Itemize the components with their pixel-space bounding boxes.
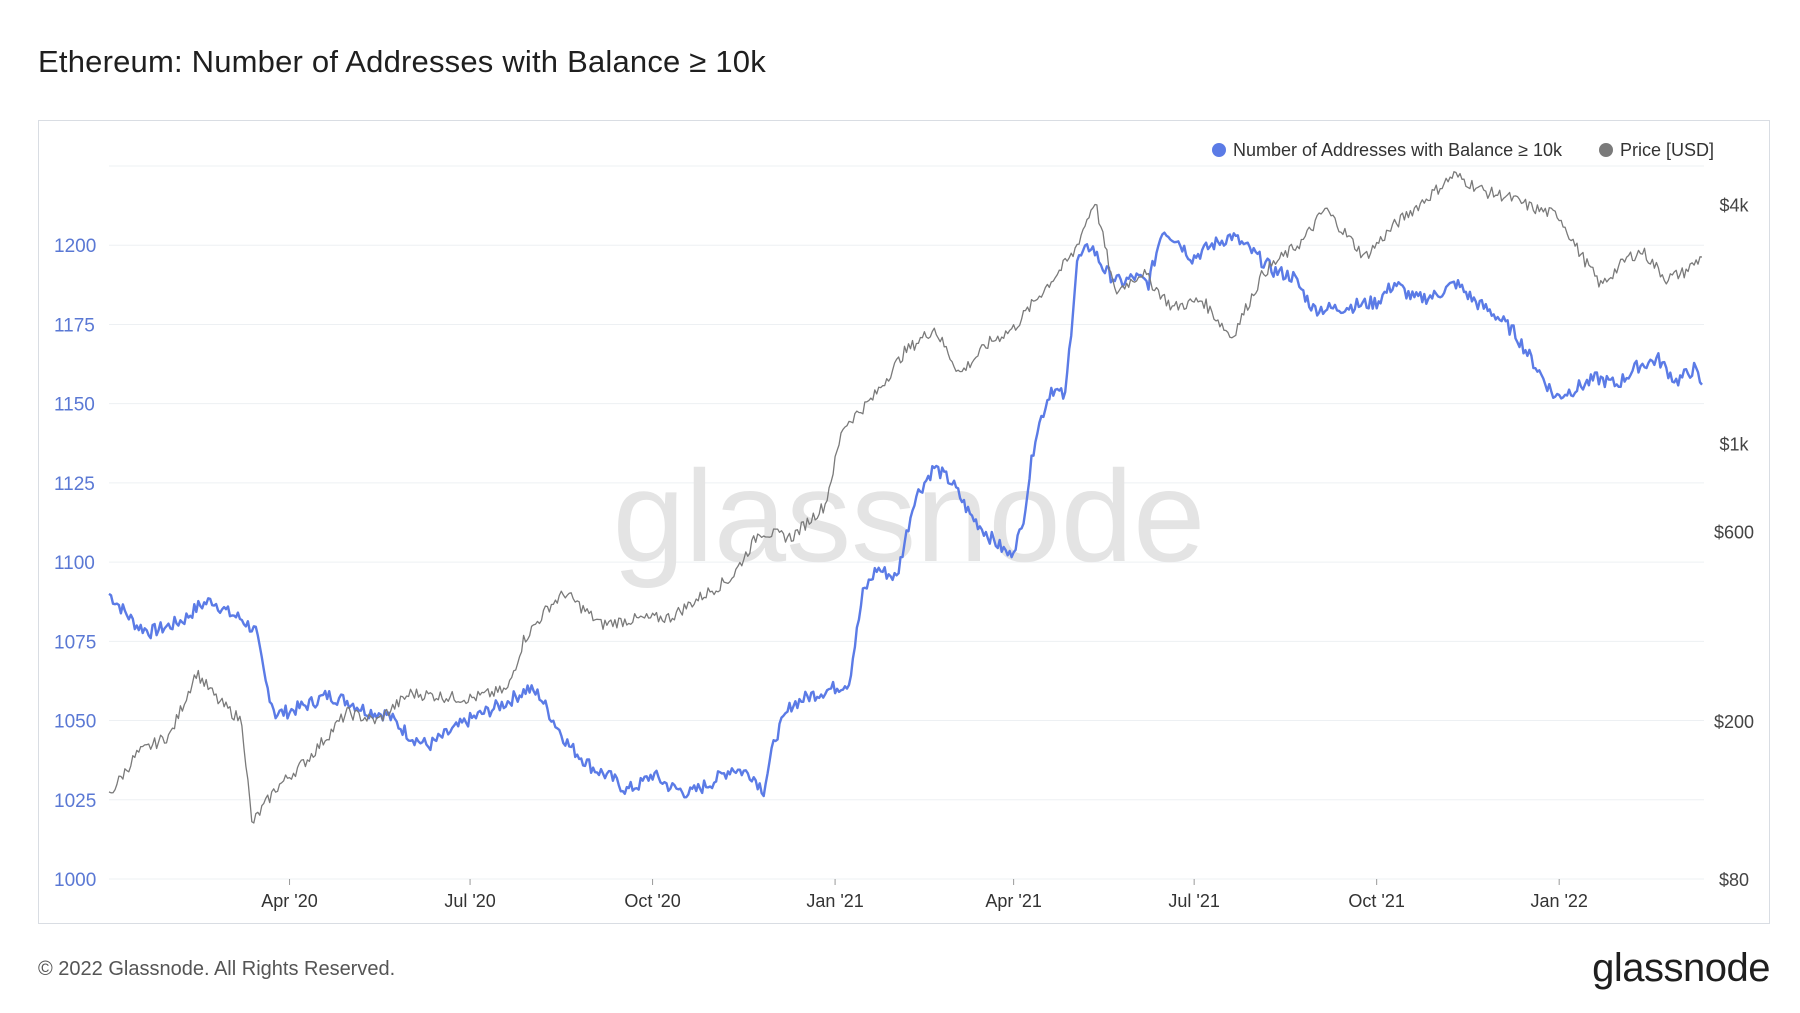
y-left-tick-label: 1050 xyxy=(54,712,96,733)
y-left-tick-label: 1150 xyxy=(54,395,95,416)
y-left-tick-label: 1175 xyxy=(54,315,95,336)
y-right-tick-label: $200 xyxy=(1714,712,1754,732)
y-left-tick-label: 1000 xyxy=(54,870,96,891)
x-tick-label: Apr '21 xyxy=(985,891,1041,911)
x-tick-label: Oct '20 xyxy=(624,891,680,911)
glassnode-logo[interactable]: glassnode xyxy=(1592,946,1770,990)
y-left-tick-label: 1200 xyxy=(54,236,96,257)
legend-label-price: Price [USD] xyxy=(1620,140,1714,160)
x-tick-label: Apr '20 xyxy=(261,891,317,911)
chart-panel: 1000 1025 1050 1075 1100 1125 1150 1175 1200 $80 $… xyxy=(38,120,1770,924)
x-tick-label: Jul '21 xyxy=(1168,891,1219,911)
x-tick-label: Jan '22 xyxy=(1530,891,1587,911)
copyright-text: © 2022 Glassnode. All Rights Reserved. xyxy=(38,958,396,980)
y-right-tick-label: $1k xyxy=(1719,435,1749,455)
y-right-tick-label: $4k xyxy=(1719,195,1749,215)
x-tick-label: Jul '20 xyxy=(444,891,495,911)
x-tick-label: Oct '21 xyxy=(1348,891,1404,911)
y-left-tick-label: 1025 xyxy=(54,791,96,812)
legend-label-addresses: Number of Addresses with Balance ≥ 10k xyxy=(1233,140,1563,160)
watermark-logo: glassnode xyxy=(613,443,1206,589)
y-right-tick-label: $80 xyxy=(1719,870,1749,890)
y-left-tick-label: 1100 xyxy=(54,553,95,574)
chart-svg[interactable]: 1000 1025 1050 1075 1100 1125 1150 1175 1200 $80 $… xyxy=(39,121,1769,923)
legend-marker-price xyxy=(1599,143,1613,157)
addresses-series-line xyxy=(108,231,1703,799)
x-tick-label: Jan '21 xyxy=(806,891,863,911)
price-series-line xyxy=(108,171,1703,824)
legend-marker-addresses xyxy=(1212,143,1226,157)
y-right-tick-label: $600 xyxy=(1714,523,1754,543)
y-left-tick-label: 1125 xyxy=(54,474,95,495)
chart-title: Ethereum: Number of Addresses with Balan… xyxy=(38,44,766,79)
y-left-tick-label: 1075 xyxy=(54,632,96,653)
